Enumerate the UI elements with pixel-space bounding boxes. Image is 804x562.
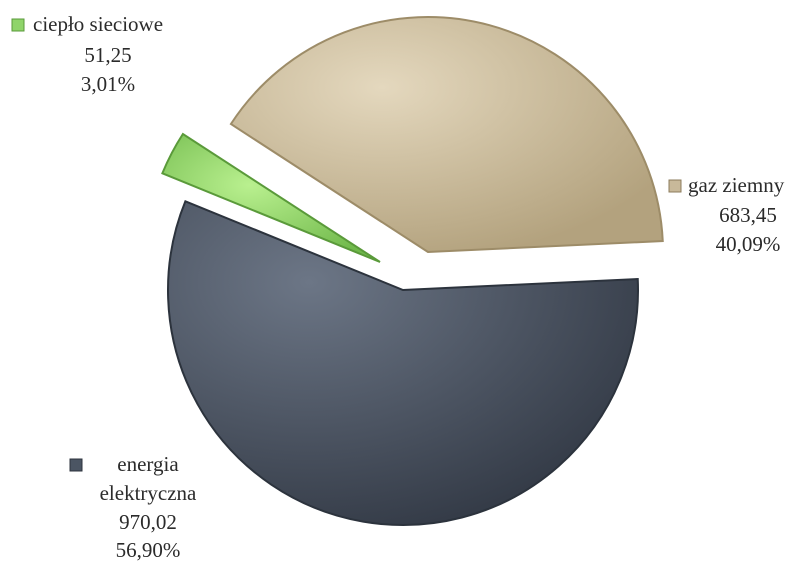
label-cieplo-sieciowe: ciepło sieciowe 51,25 3,01% — [11, 12, 163, 96]
legend-marker-cieplo-sieciowe — [11, 18, 25, 32]
slice-name-cieplo-sieciowe: ciepło sieciowe — [33, 12, 163, 36]
pie-slices — [161, 16, 664, 526]
slice-value-energia-elektryczna: 970,02 — [119, 510, 177, 534]
label-energia-elektryczna: energia elektryczna 970,02 56,90% — [69, 452, 197, 562]
pie-slice-gaz-ziemny — [229, 16, 664, 254]
slice-name-energia-line2: elektryczna — [100, 481, 197, 505]
slice-percent-energia-elektryczna: 56,90% — [116, 538, 181, 562]
label-gaz-ziemny: gaz ziemny 683,45 40,09% — [668, 173, 785, 256]
slice-percent-cieplo-sieciowe: 3,01% — [81, 72, 135, 96]
pie-slice-cieplo-sieciowe — [161, 132, 381, 263]
slice-value-gaz-ziemny: 683,45 — [719, 203, 777, 227]
slice-value-cieplo-sieciowe: 51,25 — [84, 43, 131, 67]
slice-percent-gaz-ziemny: 40,09% — [716, 232, 781, 256]
legend-marker-energia-elektryczna — [69, 458, 83, 472]
legend-marker-gaz-ziemny — [668, 179, 682, 193]
pie-slice-energia-elektryczna — [167, 199, 639, 526]
slice-name-energia-line1: energia — [117, 452, 179, 476]
slice-name-gaz-ziemny: gaz ziemny — [688, 173, 785, 197]
